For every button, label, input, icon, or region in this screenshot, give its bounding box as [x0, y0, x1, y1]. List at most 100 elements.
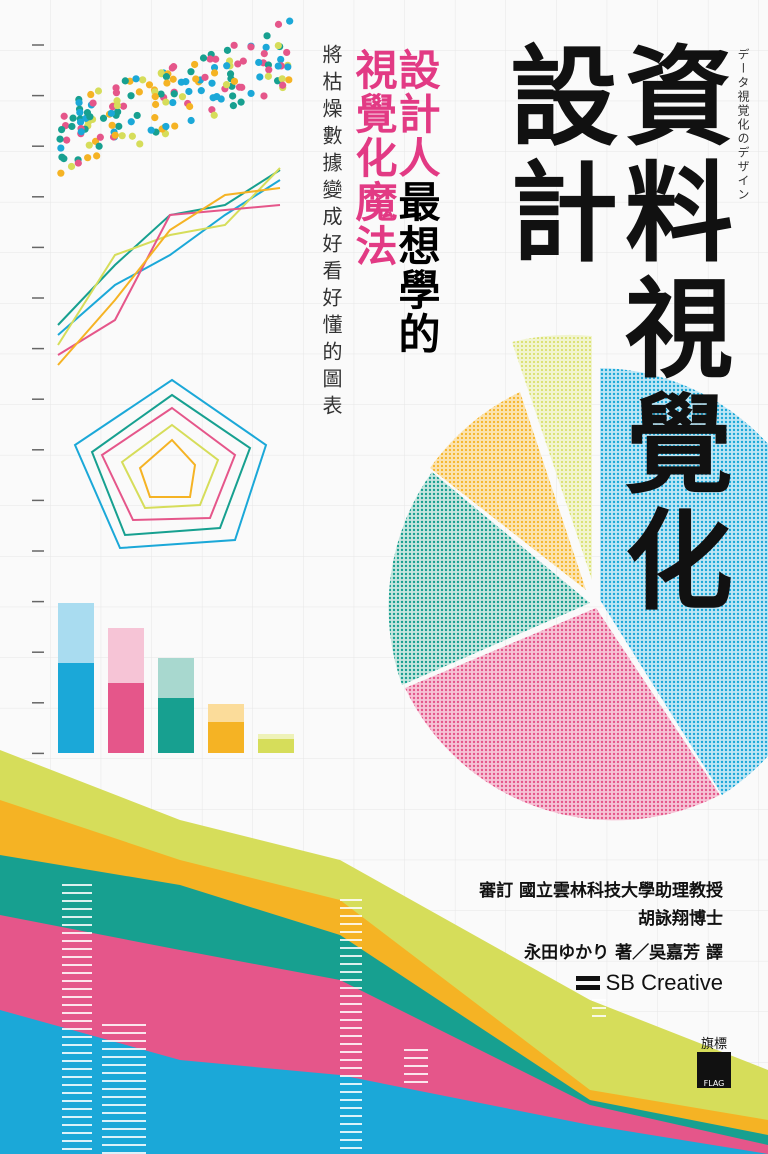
scatter-dot — [169, 98, 177, 107]
scatter-dot — [191, 60, 199, 69]
scatter-dot — [60, 112, 68, 120]
scatter-dot — [178, 93, 187, 101]
tagline: 將枯燥數據變成好看好懂的圖表 — [319, 44, 343, 422]
scatter-dot — [256, 73, 264, 81]
scatter-dot — [113, 101, 122, 110]
scatter-dot — [217, 95, 225, 103]
scatter-dot — [84, 154, 92, 162]
subtitle-column-2: 視覺化魔法 — [349, 48, 398, 268]
scatter-dot — [157, 90, 165, 98]
scatter-dot — [68, 122, 76, 131]
bar-chart-decoration — [58, 603, 294, 753]
scatter-dot — [86, 113, 94, 121]
scatter-dot — [56, 135, 64, 143]
scatter-dot — [235, 83, 244, 91]
scatter-dot — [114, 108, 122, 116]
scatter-dot — [277, 55, 285, 64]
scatter-dot — [265, 66, 273, 74]
scatter-dot — [168, 64, 176, 72]
scatter-dot — [76, 118, 85, 126]
scatter-dot — [230, 41, 238, 49]
scatter-dot — [274, 41, 282, 50]
scatter-dot — [197, 87, 205, 95]
subtitle-rest: 最想學的 — [392, 180, 441, 356]
scatter-dot — [60, 155, 68, 163]
scatter-dot — [76, 108, 84, 117]
scatter-dot — [151, 93, 159, 101]
scatter-dot — [285, 76, 293, 84]
scatter-dot — [201, 73, 209, 81]
japanese-title: データ視覚化のデザイン — [736, 48, 750, 202]
scatter-dot — [94, 87, 103, 95]
scatter-dot — [69, 114, 77, 122]
publisher-mark-icon — [575, 976, 600, 990]
scatter-dot — [255, 58, 263, 67]
scatter-dot — [234, 60, 242, 68]
pie-chart-decoration — [388, 334, 768, 821]
scatter-dot — [286, 17, 294, 25]
scatter-dot — [169, 75, 177, 83]
scatter-dot — [260, 50, 268, 58]
reviewer: 審訂 國立雲林科技大學助理教授 — [479, 881, 723, 901]
scatter-dot — [127, 92, 135, 100]
scatter-dot — [199, 54, 208, 62]
scatter-dot — [93, 152, 101, 160]
scatter-decoration — [56, 17, 294, 177]
author-translator: 永田ゆかり 著／吳嘉芳 譯 — [524, 943, 723, 963]
scatter-dot — [212, 55, 220, 63]
dash-decoration — [62, 884, 606, 1154]
subtitle-highlight: 設計人 — [392, 48, 441, 180]
scatter-dot — [283, 48, 291, 57]
scatter-dot — [58, 125, 66, 134]
scatter-dot — [162, 73, 171, 81]
scatter-dot — [209, 94, 217, 102]
scatter-dot — [67, 162, 76, 171]
scatter-dot — [127, 118, 135, 126]
scatter-dot — [74, 159, 82, 167]
scatter-dot — [185, 87, 193, 96]
scatter-dot — [115, 122, 123, 130]
scatter-dot — [247, 89, 255, 98]
scatter-dot — [170, 90, 178, 98]
scatter-dot — [278, 75, 286, 83]
scatter-dot — [57, 144, 65, 152]
scatter-dot — [133, 111, 141, 120]
scatter-dot — [112, 89, 121, 97]
line-chart-decoration — [57, 167, 281, 366]
scatter-dot — [177, 78, 185, 86]
title-column-2: 設計 — [492, 40, 617, 272]
scatter-dot — [210, 111, 218, 119]
scatter-dot — [162, 122, 170, 131]
scatter-dot — [136, 140, 144, 148]
subtitle-column-1: 設計人最想學的 — [392, 48, 441, 356]
scatter-dot — [152, 100, 160, 109]
scatter-dot — [147, 126, 155, 134]
scatter-dot — [239, 57, 247, 65]
scatter-dot — [247, 43, 255, 51]
scatter-dot — [89, 99, 97, 107]
scatter-dot — [274, 62, 282, 70]
scatter-dot — [206, 55, 214, 63]
scatter-dot — [210, 69, 219, 77]
scatter-dot — [264, 72, 272, 80]
scatter-dot — [108, 121, 116, 129]
scatter-dot — [229, 92, 237, 100]
scatter-dot — [99, 114, 108, 122]
scatter-dot — [260, 92, 268, 100]
scatter-dot — [187, 116, 195, 125]
scatter-dot — [223, 62, 231, 70]
scatter-dot — [230, 77, 239, 85]
area-chart-decoration — [0, 750, 768, 1154]
scatter-dot — [222, 81, 231, 89]
scatter-dot — [208, 79, 216, 87]
scatter-dot — [263, 32, 271, 40]
flag-logo-cn: 旗標 — [700, 1037, 727, 1052]
scatter-dot — [111, 131, 119, 139]
scatter-dot — [95, 142, 103, 150]
scatter-dot — [119, 102, 128, 110]
scatter-dot — [96, 133, 104, 141]
scatter-dot — [210, 63, 219, 72]
title-column-1: 資料視覺化 — [607, 40, 732, 620]
scatter-dot — [139, 76, 147, 84]
